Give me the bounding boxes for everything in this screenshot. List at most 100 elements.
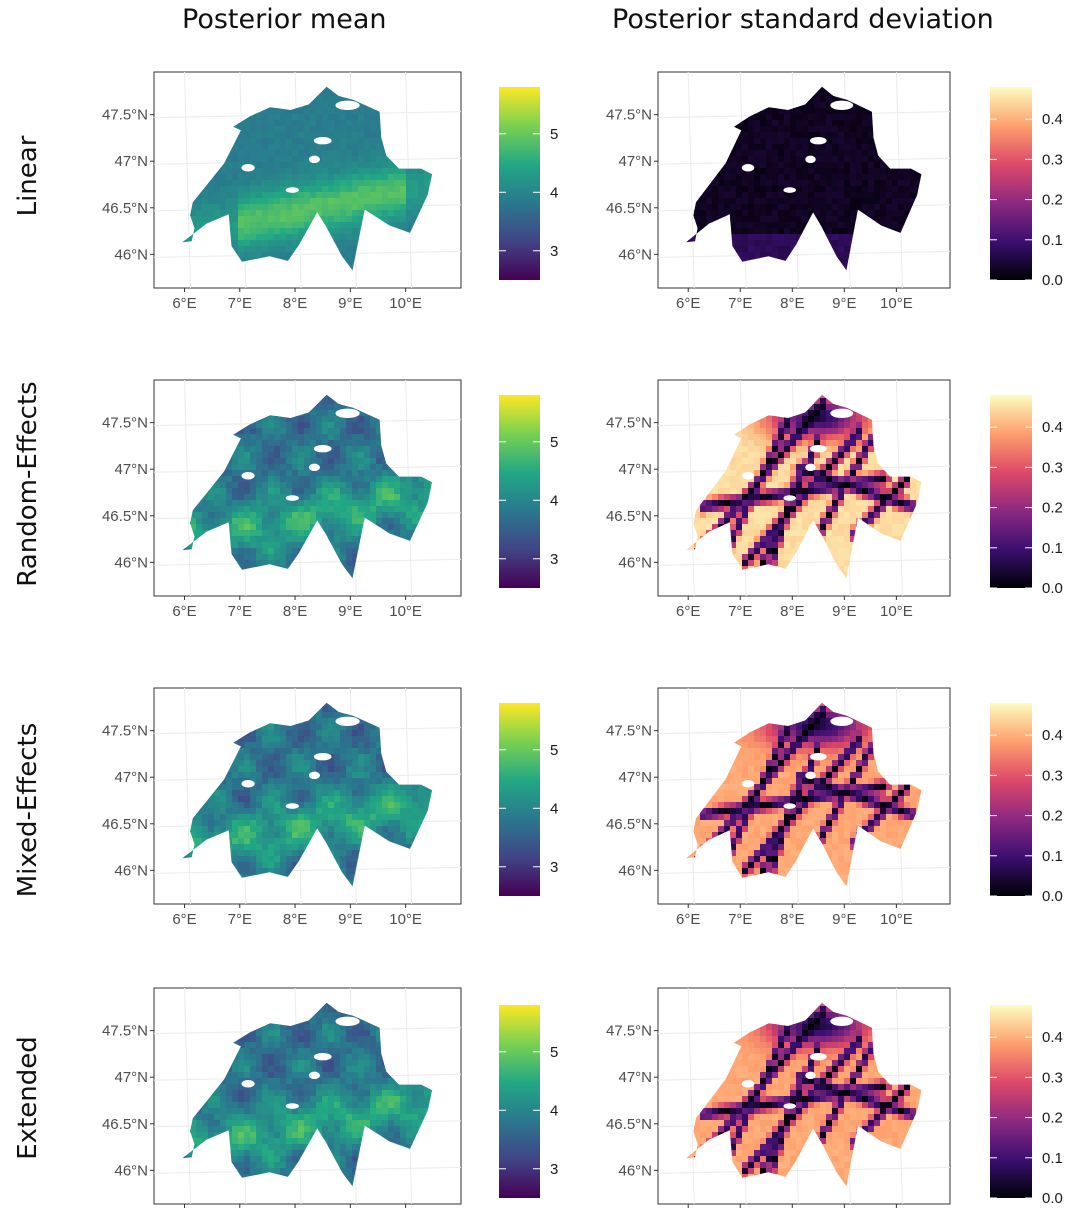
lat-tick-label: 47.5°N xyxy=(606,107,652,124)
graticule-line xyxy=(184,687,192,905)
lat-tick-label: 47.5°N xyxy=(606,1023,652,1040)
lat-tick-label: 47.5°N xyxy=(606,415,652,432)
graticule-line xyxy=(687,687,695,905)
graticule-line xyxy=(184,379,192,597)
colorbar-tick-label: 0.1 xyxy=(1042,540,1063,557)
lon-tick-label: 10°E xyxy=(389,295,422,312)
colorbar-tick-label: 0.0 xyxy=(1042,1190,1063,1207)
graticule-line xyxy=(184,71,192,289)
lon-tick-label: 10°E xyxy=(880,603,913,620)
lat-tick-label: 46.5°N xyxy=(102,1116,148,1133)
lat-tick-label: 47°N xyxy=(618,1069,652,1086)
graticule-line xyxy=(153,1166,462,1174)
lon-tick-label: 9°E xyxy=(338,295,362,312)
lake xyxy=(313,444,332,453)
lon-tick-label: 10°E xyxy=(880,295,913,312)
lake xyxy=(805,155,816,164)
colorbar-tick-label: 4 xyxy=(550,1102,558,1119)
lon-tick-label: 7°E xyxy=(228,295,252,312)
lat-tick-label: 47.5°N xyxy=(606,723,652,740)
lon-tick-label: 6°E xyxy=(172,295,196,312)
lake xyxy=(809,136,827,145)
lon-tick-label: 6°E xyxy=(676,911,700,928)
lake xyxy=(313,136,332,145)
colorbar-tick-label: 0.3 xyxy=(1042,767,1063,784)
lon-tick-label: 7°E xyxy=(228,603,252,620)
lat-tick-label: 46.5°N xyxy=(606,508,652,525)
map-panel-mixed-effects-sd: 47.5°N47°N46.5°N46°N6°E 7°E 8°E 9°E 10°E0.00… xyxy=(606,687,1063,928)
lake xyxy=(308,463,320,472)
graticule-line xyxy=(657,1166,951,1174)
lon-tick-label: 6°E xyxy=(676,603,700,620)
lon-tick-label: 10°E xyxy=(389,911,422,928)
lake xyxy=(241,471,255,480)
colorbar-tick-label: 0.3 xyxy=(1042,459,1063,476)
lat-tick-label: 46.5°N xyxy=(102,200,148,217)
graticule-line xyxy=(153,866,462,874)
lat-tick-label: 47.5°N xyxy=(102,107,148,124)
graticule-line xyxy=(153,250,462,258)
lon-tick-label: 8°E xyxy=(283,911,307,928)
lake xyxy=(313,1052,332,1061)
lon-tick-label: 10°E xyxy=(389,603,422,620)
lat-tick-label: 47°N xyxy=(618,461,652,478)
lon-tick-label: 7°E xyxy=(728,295,752,312)
lon-tick-label: 9°E xyxy=(832,603,856,620)
lake xyxy=(335,716,360,726)
map-panel-linear-sd: 47.5°N47°N46.5°N46°N6°E 7°E 8°E 9°E 10°E0.00… xyxy=(606,71,1063,312)
lon-tick-label: 8°E xyxy=(283,295,307,312)
lon-tick-label: 9°E xyxy=(338,911,362,928)
lat-tick-label: 46°N xyxy=(618,1162,652,1179)
lake xyxy=(308,1071,320,1080)
colorbar-gradient xyxy=(990,1005,1032,1198)
lake xyxy=(830,408,854,418)
colorbar-tick-label: 0.3 xyxy=(1042,151,1063,168)
lat-tick-label: 47°N xyxy=(114,769,148,786)
lat-tick-label: 46°N xyxy=(114,1162,148,1179)
colorbar-tick-label: 0.4 xyxy=(1042,1029,1063,1046)
colorbar: 0.0 0.1 0.2 0.3 0.4 xyxy=(990,703,1063,905)
lat-tick-label: 46°N xyxy=(618,554,652,571)
lon-tick-label: 7°E xyxy=(728,911,752,928)
lat-tick-label: 46°N xyxy=(114,246,148,263)
column-title-posterior-mean: Posterior mean xyxy=(182,4,387,35)
lake xyxy=(741,163,755,172)
colorbar-tick-label: 0.2 xyxy=(1042,808,1063,825)
colorbar-gradient xyxy=(499,1005,540,1198)
colorbar-tick-label: 4 xyxy=(550,184,558,201)
lake xyxy=(809,1052,827,1061)
lon-tick-label: 8°E xyxy=(780,911,804,928)
colorbar-tick-label: 0.0 xyxy=(1042,272,1063,289)
lat-tick-label: 46°N xyxy=(618,246,652,263)
lake xyxy=(830,716,854,726)
colorbar-tick-label: 0.1 xyxy=(1042,232,1063,249)
colorbar-gradient xyxy=(499,703,540,896)
colorbar: 3 4 5 xyxy=(499,87,558,280)
colorbar-gradient xyxy=(990,395,1032,588)
map-panel-random-effects-mean: 47.5°N 47°N 46.5°N 46°N 6°E 7°E 8°E 9°E 10°E 3 4 5 xyxy=(102,379,558,620)
lake xyxy=(783,1103,796,1109)
lake xyxy=(285,495,299,501)
lake xyxy=(783,495,796,501)
lat-tick-label: 47.5°N xyxy=(102,415,148,432)
lat-tick-label: 46.5°N xyxy=(606,1116,652,1133)
graticule-line xyxy=(153,558,462,566)
lat-tick-label: 47°N xyxy=(114,461,148,478)
lon-tick-label: 6°E xyxy=(172,603,196,620)
colorbar-tick-label: 3 xyxy=(550,859,558,876)
lat-tick-label: 46.5°N xyxy=(102,816,148,833)
lon-tick-label: 10°E xyxy=(880,911,913,928)
colorbar-tick-label: 0.3 xyxy=(1042,1069,1063,1086)
lake xyxy=(335,1016,360,1026)
colorbar: 3 4 5 xyxy=(499,703,558,896)
colorbar-tick-label: 0.1 xyxy=(1042,848,1063,865)
colorbar-tick-label: 0.2 xyxy=(1042,500,1063,517)
lon-tick-label: 7°E xyxy=(228,911,252,928)
lat-tick-label: 47.5°N xyxy=(102,723,148,740)
colorbar-gradient xyxy=(499,87,540,280)
lake xyxy=(805,1071,816,1080)
colorbar-tick-label: 0.0 xyxy=(1042,888,1063,905)
colorbar-tick-label: 0.1 xyxy=(1042,1150,1063,1167)
lat-tick-label: 47°N xyxy=(618,769,652,786)
